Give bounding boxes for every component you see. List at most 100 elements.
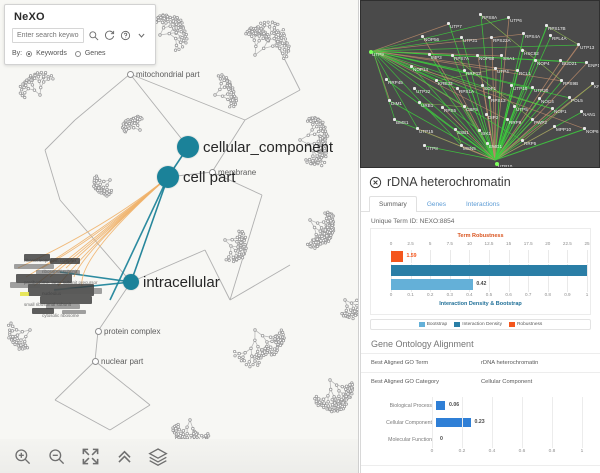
gene-node-utp10[interactable]	[495, 162, 499, 166]
collapse-button[interactable]	[114, 446, 134, 466]
gene-node-rrp12[interactable]	[463, 69, 466, 72]
term-detail-panel[interactable]: rDNA heterochromatin Summary Genes Inter…	[360, 168, 600, 473]
dense-gene-cluster[interactable]	[6, 252, 116, 322]
ontology-network-canvas[interactable]: mitochondrial part membrane protein comple…	[0, 0, 359, 473]
bar-value-bootstrap: 0.42	[476, 281, 487, 287]
tab-interactions[interactable]: Interactions	[465, 201, 500, 208]
gene-node-utp7[interactable]	[447, 22, 450, 25]
gene-node-pwp2[interactable]	[531, 118, 534, 121]
gene-node-dim1[interactable]	[388, 99, 391, 102]
gene-node-nop1[interactable]	[551, 107, 554, 110]
search-panel[interactable]: NeXO	[4, 4, 156, 65]
search-input[interactable]	[12, 28, 84, 43]
detail-tabs[interactable]: Summary Genes Interactions	[361, 195, 600, 212]
gene-node-nop14[interactable]	[410, 65, 413, 68]
radio-keywords[interactable]	[26, 50, 33, 57]
term-id-label: Unique Term ID: NEXO:8854	[371, 218, 455, 225]
gene-node-emg1[interactable]	[486, 142, 489, 145]
gene-node-rps5[interactable]	[441, 106, 444, 109]
network-node-nuclear-part[interactable]	[91, 357, 99, 365]
gene-node-utp4[interactable]	[494, 67, 497, 70]
gene-node-utp8[interactable]	[423, 144, 426, 147]
gene-node-kri1[interactable]	[591, 82, 594, 85]
gene-node-imp3[interactable]	[428, 53, 431, 56]
gene-node-nop56[interactable]	[421, 35, 424, 38]
help-icon[interactable]	[119, 29, 132, 42]
gene-node-dip2[interactable]	[485, 113, 488, 116]
network-node-protein-complex[interactable]	[94, 327, 102, 335]
gene-node-ssb1[interactable]	[454, 128, 457, 131]
gene-label-rpl4a: RPL4A	[552, 36, 567, 41]
network-node-membrane[interactable]	[208, 168, 216, 176]
gene-node-nop6[interactable]	[583, 127, 586, 130]
gene-node-rps9b[interactable]	[560, 79, 563, 82]
gene-node-mpp10[interactable]	[553, 125, 556, 128]
gene-node-utp15[interactable]	[416, 127, 419, 130]
refresh-icon[interactable]	[103, 29, 116, 42]
cluster-label: cytosolic ribosome	[42, 313, 80, 318]
gene-node-rps4a[interactable]	[522, 32, 525, 35]
axis-tick: 1	[580, 449, 584, 454]
gene-node-cbf5[interactable]	[463, 105, 466, 108]
gene-node-utp22[interactable]	[413, 87, 416, 90]
axis-tick: 0.8	[548, 449, 556, 454]
gene-node-urb1[interactable]	[418, 101, 421, 104]
gene-node-utp5[interactable]	[513, 105, 516, 108]
gene-node-noc4[interactable]	[538, 97, 541, 100]
zoom-out-button[interactable]	[46, 446, 66, 466]
gene-node-rrp45[interactable]	[385, 78, 388, 81]
fit-screen-button[interactable]	[80, 446, 100, 466]
gene-node-sik1[interactable]	[478, 129, 481, 132]
selected-node-cell-part[interactable]	[157, 166, 179, 188]
gene-node-utp9[interactable]	[369, 50, 373, 54]
gene-node-rps8a[interactable]	[479, 13, 482, 16]
gene-node-rps22a[interactable]	[490, 36, 493, 39]
gene-node-nan1[interactable]	[580, 110, 583, 113]
legend-label-interaction-density: Interaction Density	[462, 322, 502, 327]
gene-node-nop58[interactable]	[476, 54, 479, 57]
tab-genes[interactable]: Genes	[426, 201, 446, 208]
gene-node-msn5[interactable]	[460, 144, 463, 147]
gene-node-rpl4a[interactable]	[549, 34, 552, 37]
gene-node-enp1[interactable]	[585, 61, 588, 64]
network-toolbar[interactable]	[0, 439, 358, 473]
gene-node-rrp9[interactable]	[506, 118, 509, 121]
gene-node-rps7a[interactable]	[451, 54, 454, 57]
selected-node-intracellular[interactable]	[123, 274, 139, 290]
gene-label-rps22a: RPS22A	[493, 38, 511, 43]
gene-node-bms1[interactable]	[393, 118, 396, 121]
gene-node-bud21[interactable]	[559, 59, 562, 62]
gene-node-rps17b[interactable]	[545, 24, 548, 27]
search-by-row[interactable]: By: Keywords Genes	[12, 50, 148, 57]
chevron-down-icon[interactable]	[135, 29, 148, 42]
gene-node-utp6[interactable]	[507, 16, 510, 19]
gene-node-kre33[interactable]	[435, 79, 438, 82]
close-circle-icon[interactable]	[369, 176, 382, 189]
gene-node-hsc82[interactable]	[521, 49, 524, 52]
search-row[interactable]	[12, 28, 148, 43]
legend-robustness: Robustness	[508, 322, 543, 327]
gene-label-rrp45: RRP45	[388, 80, 403, 85]
gene-node-pol5[interactable]	[568, 96, 571, 99]
tab-summary[interactable]: Summary	[369, 196, 417, 212]
gene-node-rrp5[interactable]	[521, 139, 524, 142]
network-node-mitochondrial-part[interactable]	[126, 70, 134, 78]
selected-node-cellular_component[interactable]	[177, 136, 199, 158]
radio-genes[interactable]	[74, 50, 81, 57]
gene-node-utp20[interactable]	[531, 86, 534, 89]
legend-label-robustness: Robustness	[516, 322, 543, 327]
gene-node-utp21[interactable]	[460, 36, 463, 39]
zoom-in-button[interactable]	[12, 446, 32, 466]
gene-node-sof1[interactable]	[481, 84, 484, 87]
gene-interaction-network[interactable]: UTP9 NOP56 UTP7 RPS8A UTP6 RPS17B UTP21 RPS22A R…	[360, 0, 600, 168]
layers-button[interactable]	[148, 446, 168, 466]
gene-node-rps1a[interactable]	[456, 87, 459, 90]
gene-node-nop4[interactable]	[534, 59, 537, 62]
gene-node-utp13[interactable]	[577, 43, 580, 46]
search-icon[interactable]	[87, 29, 100, 42]
go-category-label: Molecular Function	[388, 436, 432, 443]
gene-node-rcl1[interactable]	[516, 69, 519, 72]
gene-node-rps13[interactable]	[488, 96, 491, 99]
gene-node-ssa1[interactable]	[500, 54, 503, 57]
gene-node-utp18[interactable]	[510, 84, 513, 87]
